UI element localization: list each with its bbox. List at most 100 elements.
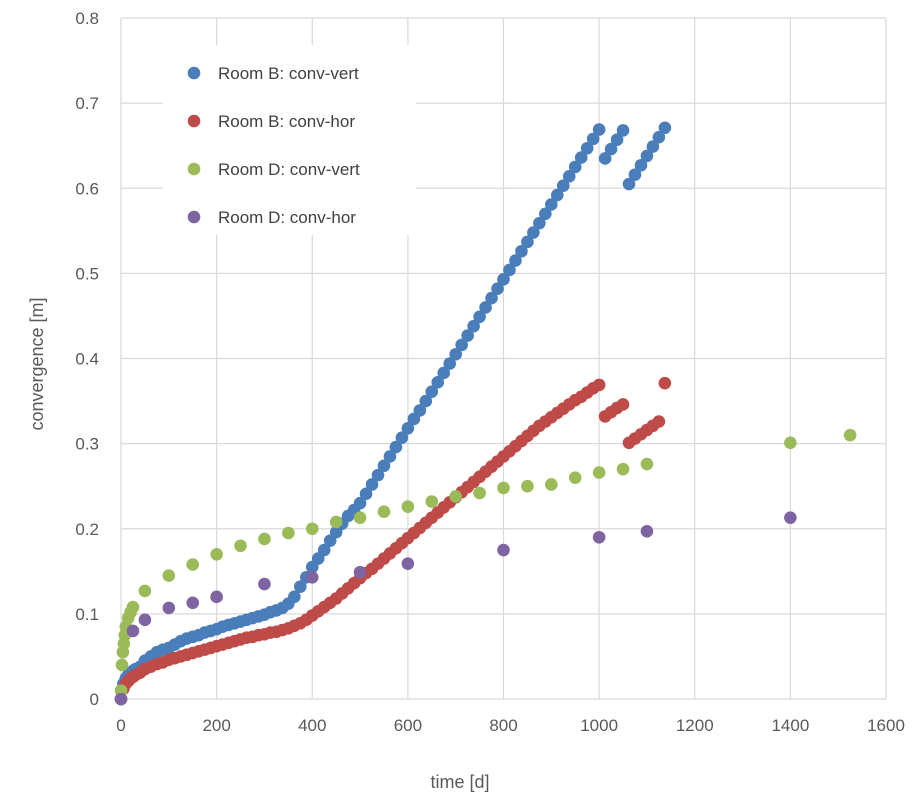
data-point bbox=[138, 584, 152, 598]
data-point bbox=[186, 558, 200, 571]
data-point bbox=[503, 263, 516, 277]
x-axis-title: time [d] bbox=[430, 772, 489, 792]
data-point bbox=[425, 385, 439, 398]
data-point bbox=[305, 570, 319, 584]
data-point bbox=[425, 495, 439, 508]
data-point bbox=[533, 216, 546, 230]
data-point bbox=[258, 532, 271, 546]
data-point bbox=[371, 468, 385, 482]
legend-marker bbox=[187, 210, 201, 224]
y-tick-label: 0.6 bbox=[75, 179, 99, 198]
data-point bbox=[568, 471, 582, 484]
data-point bbox=[580, 141, 594, 155]
legend-marker bbox=[187, 162, 201, 176]
data-point bbox=[539, 207, 552, 221]
y-tick-label: 0.1 bbox=[75, 605, 99, 624]
series-4 bbox=[114, 511, 797, 706]
data-point bbox=[353, 565, 367, 579]
data-point bbox=[616, 124, 630, 137]
data-point bbox=[479, 301, 492, 314]
data-point bbox=[389, 440, 403, 454]
series-2 bbox=[114, 376, 672, 706]
x-tick-label: 800 bbox=[489, 716, 517, 735]
data-point bbox=[401, 557, 415, 570]
legend-label: Room B: conv-vert bbox=[218, 64, 359, 83]
data-point bbox=[515, 244, 528, 258]
data-point bbox=[640, 457, 654, 471]
data-point bbox=[616, 462, 630, 476]
x-axis-ticks: 0 200 400 600 800 1000 1200 1400 1600 bbox=[116, 716, 905, 735]
data-points bbox=[114, 121, 857, 706]
data-point bbox=[126, 624, 140, 638]
data-point bbox=[210, 590, 223, 604]
data-point bbox=[395, 431, 409, 444]
data-point bbox=[293, 580, 307, 593]
data-point bbox=[497, 481, 510, 495]
data-point bbox=[556, 179, 570, 192]
y-tick-label: 0 bbox=[90, 690, 99, 709]
data-point bbox=[652, 130, 666, 144]
legend-background bbox=[163, 45, 416, 235]
data-point bbox=[497, 273, 510, 286]
y-tick-label: 0.8 bbox=[75, 9, 99, 28]
data-point bbox=[562, 170, 576, 183]
y-axis-title: convergence [m] bbox=[27, 297, 47, 430]
data-point bbox=[598, 152, 612, 165]
data-point bbox=[138, 613, 152, 627]
x-tick-label: 400 bbox=[298, 716, 326, 735]
x-tick-label: 1400 bbox=[771, 716, 809, 735]
data-point bbox=[455, 338, 468, 352]
data-point bbox=[843, 428, 857, 442]
data-point bbox=[114, 692, 128, 706]
y-tick-label: 0.7 bbox=[75, 94, 99, 113]
data-point bbox=[449, 347, 462, 361]
data-point bbox=[545, 478, 558, 491]
data-point bbox=[329, 515, 343, 529]
data-point bbox=[162, 601, 176, 615]
data-point bbox=[413, 404, 427, 417]
x-tick-label: 200 bbox=[202, 716, 230, 735]
data-point bbox=[784, 511, 797, 524]
data-point bbox=[162, 569, 176, 582]
data-point bbox=[527, 226, 540, 239]
data-point bbox=[574, 151, 588, 164]
data-point bbox=[658, 121, 672, 135]
data-point bbox=[592, 378, 606, 392]
data-point bbox=[610, 133, 624, 147]
data-point bbox=[443, 357, 457, 370]
data-point bbox=[640, 149, 654, 163]
data-point bbox=[353, 496, 367, 510]
legend-marker bbox=[187, 66, 201, 80]
series-3 bbox=[114, 428, 857, 697]
data-point bbox=[658, 376, 672, 390]
y-tick-label: 0.5 bbox=[75, 264, 99, 283]
x-tick-label: 600 bbox=[394, 716, 422, 735]
data-point bbox=[115, 658, 129, 672]
data-point bbox=[419, 394, 433, 408]
data-point bbox=[317, 543, 331, 557]
x-tick-label: 1600 bbox=[867, 716, 905, 735]
data-point bbox=[521, 235, 534, 249]
data-point bbox=[640, 525, 654, 538]
data-point bbox=[592, 123, 606, 136]
data-point bbox=[646, 140, 660, 153]
data-point bbox=[628, 168, 642, 181]
data-point bbox=[592, 530, 606, 544]
data-point bbox=[305, 522, 319, 536]
data-point bbox=[473, 486, 486, 500]
data-point bbox=[353, 511, 367, 524]
data-point bbox=[186, 596, 200, 610]
data-point bbox=[401, 500, 415, 513]
data-point bbox=[258, 577, 271, 591]
data-point bbox=[401, 422, 415, 435]
data-point bbox=[449, 490, 462, 503]
data-point bbox=[592, 466, 606, 479]
data-point bbox=[365, 478, 379, 491]
data-point bbox=[126, 600, 140, 614]
data-point bbox=[288, 590, 301, 604]
data-point bbox=[784, 436, 797, 450]
data-point bbox=[359, 487, 373, 501]
data-point bbox=[509, 254, 522, 267]
y-tick-label: 0.2 bbox=[75, 520, 99, 539]
